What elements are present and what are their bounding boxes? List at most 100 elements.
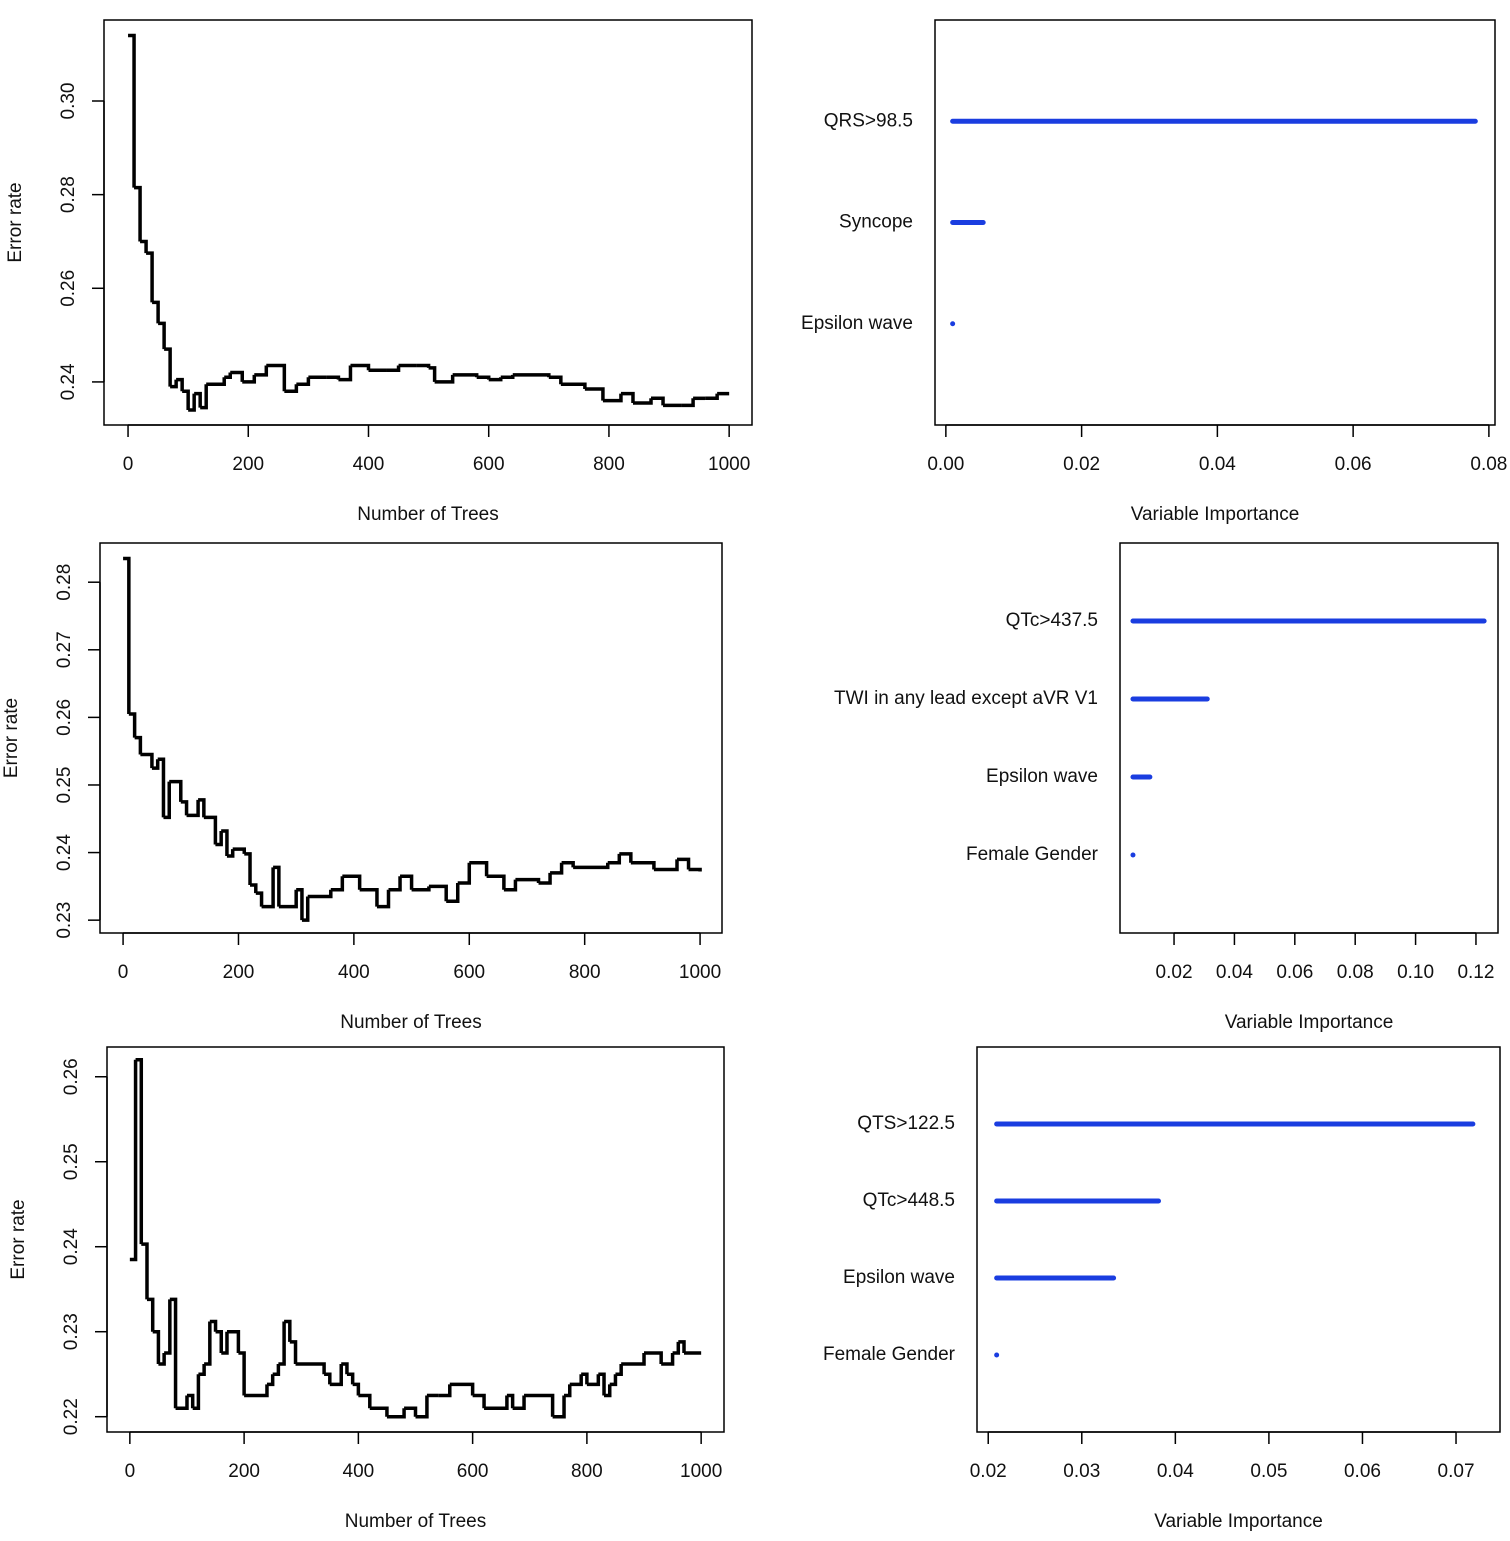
error-step <box>192 1374 201 1410</box>
x-tick-label: 0 <box>118 962 129 983</box>
error-step <box>598 1372 606 1396</box>
error-step <box>226 849 235 858</box>
error-step <box>469 860 489 877</box>
plot-frame <box>976 1046 1501 1433</box>
error-step <box>200 384 208 410</box>
error-step <box>503 879 518 892</box>
x-tick-label: 600 <box>457 1461 489 1482</box>
plot-frame <box>934 19 1496 426</box>
error-step <box>484 1395 509 1410</box>
x-tick-label: 400 <box>353 454 385 475</box>
error-step <box>330 876 345 892</box>
x-tick-label: 0.06 <box>1344 1461 1381 1482</box>
x-tick-label: 0.06 <box>1335 454 1372 475</box>
error-step <box>284 384 299 394</box>
error-step <box>129 1059 138 1262</box>
y-tick-label: 0.24 <box>61 1228 82 1265</box>
category-label: QTc>437.5 <box>1006 610 1098 631</box>
y-tick-label: 0.27 <box>54 631 75 668</box>
error-step <box>561 860 575 868</box>
error-step <box>688 867 702 872</box>
error-step <box>188 393 196 412</box>
error-step <box>651 396 665 406</box>
y-tick-label: 0.22 <box>61 1398 82 1435</box>
error-step <box>182 389 190 411</box>
error-step <box>140 239 148 254</box>
y-axis-title: Error rate <box>5 182 26 262</box>
x-tick-label: 0.07 <box>1438 1461 1475 1482</box>
error-step <box>134 185 142 242</box>
category-label: Female Gender <box>823 1344 956 1365</box>
x-tick-label: 0.12 <box>1457 962 1494 983</box>
error-step <box>550 862 564 875</box>
error-step <box>428 366 437 382</box>
y-tick-label: 0.24 <box>54 834 75 871</box>
error-step <box>146 251 154 303</box>
error-step <box>346 1372 355 1385</box>
category-label: Epsilon wave <box>986 766 1098 787</box>
x-tick-label: 1000 <box>680 1461 722 1482</box>
y-tick-label: 0.24 <box>58 363 79 400</box>
error-step <box>209 1319 218 1332</box>
error-step <box>500 374 515 379</box>
error-step <box>338 365 353 382</box>
error-step <box>296 377 311 387</box>
error-step <box>135 1058 144 1245</box>
error-step <box>619 852 633 863</box>
error-step <box>273 865 281 907</box>
error-step <box>388 876 402 892</box>
x-tick-label: 600 <box>453 962 485 983</box>
error-step <box>359 887 379 907</box>
error-step <box>128 33 136 188</box>
error-step <box>141 1242 149 1300</box>
error-step <box>506 1393 515 1409</box>
error-step <box>261 867 275 909</box>
y-axis-title: Error rate <box>1 698 22 778</box>
error-step <box>552 1395 566 1419</box>
error-step <box>278 889 298 909</box>
x-axis-title: Number of Trees <box>340 1012 482 1033</box>
y-axis-title: Error rate <box>8 1199 29 1279</box>
error-step <box>428 884 448 902</box>
error-step <box>242 374 257 384</box>
error-step <box>194 391 202 408</box>
error-step <box>326 375 341 380</box>
category-label: QTS>122.5 <box>857 1113 955 1134</box>
x-tick-label: 0.02 <box>970 1461 1007 1482</box>
error-step <box>573 862 610 870</box>
x-tick-label: 200 <box>223 962 255 983</box>
error-step <box>266 1374 275 1387</box>
error-step <box>457 862 472 885</box>
error-step <box>488 377 503 382</box>
error-step <box>446 882 460 903</box>
error-step <box>512 373 551 378</box>
error-step <box>226 1329 241 1353</box>
error-step <box>548 375 563 385</box>
error-step <box>438 1384 452 1398</box>
error-step <box>609 1374 618 1387</box>
error-step <box>705 393 719 401</box>
error-step <box>289 1340 298 1365</box>
error-step <box>324 1372 332 1385</box>
x-tick-label: 1000 <box>708 454 750 475</box>
error-step <box>198 1364 206 1376</box>
x-tick-label: 0.02 <box>1156 962 1193 983</box>
error-step <box>284 1319 292 1342</box>
error-step <box>158 321 166 350</box>
error-step <box>164 347 172 387</box>
error-step <box>152 1329 161 1365</box>
error-step <box>186 1393 195 1409</box>
error-step <box>560 382 587 389</box>
x-tick-label: 0.04 <box>1199 454 1236 475</box>
error-step <box>250 883 258 894</box>
error-step <box>678 1340 686 1353</box>
error-step <box>140 752 154 769</box>
x-tick-label: 0.00 <box>927 454 964 475</box>
error-step <box>157 757 166 818</box>
error-step <box>169 779 183 802</box>
plot-frame <box>1119 542 1499 934</box>
error-step <box>203 815 218 845</box>
error-step <box>581 1372 589 1385</box>
x-tick-label: 400 <box>338 962 370 983</box>
error-step <box>452 373 479 378</box>
